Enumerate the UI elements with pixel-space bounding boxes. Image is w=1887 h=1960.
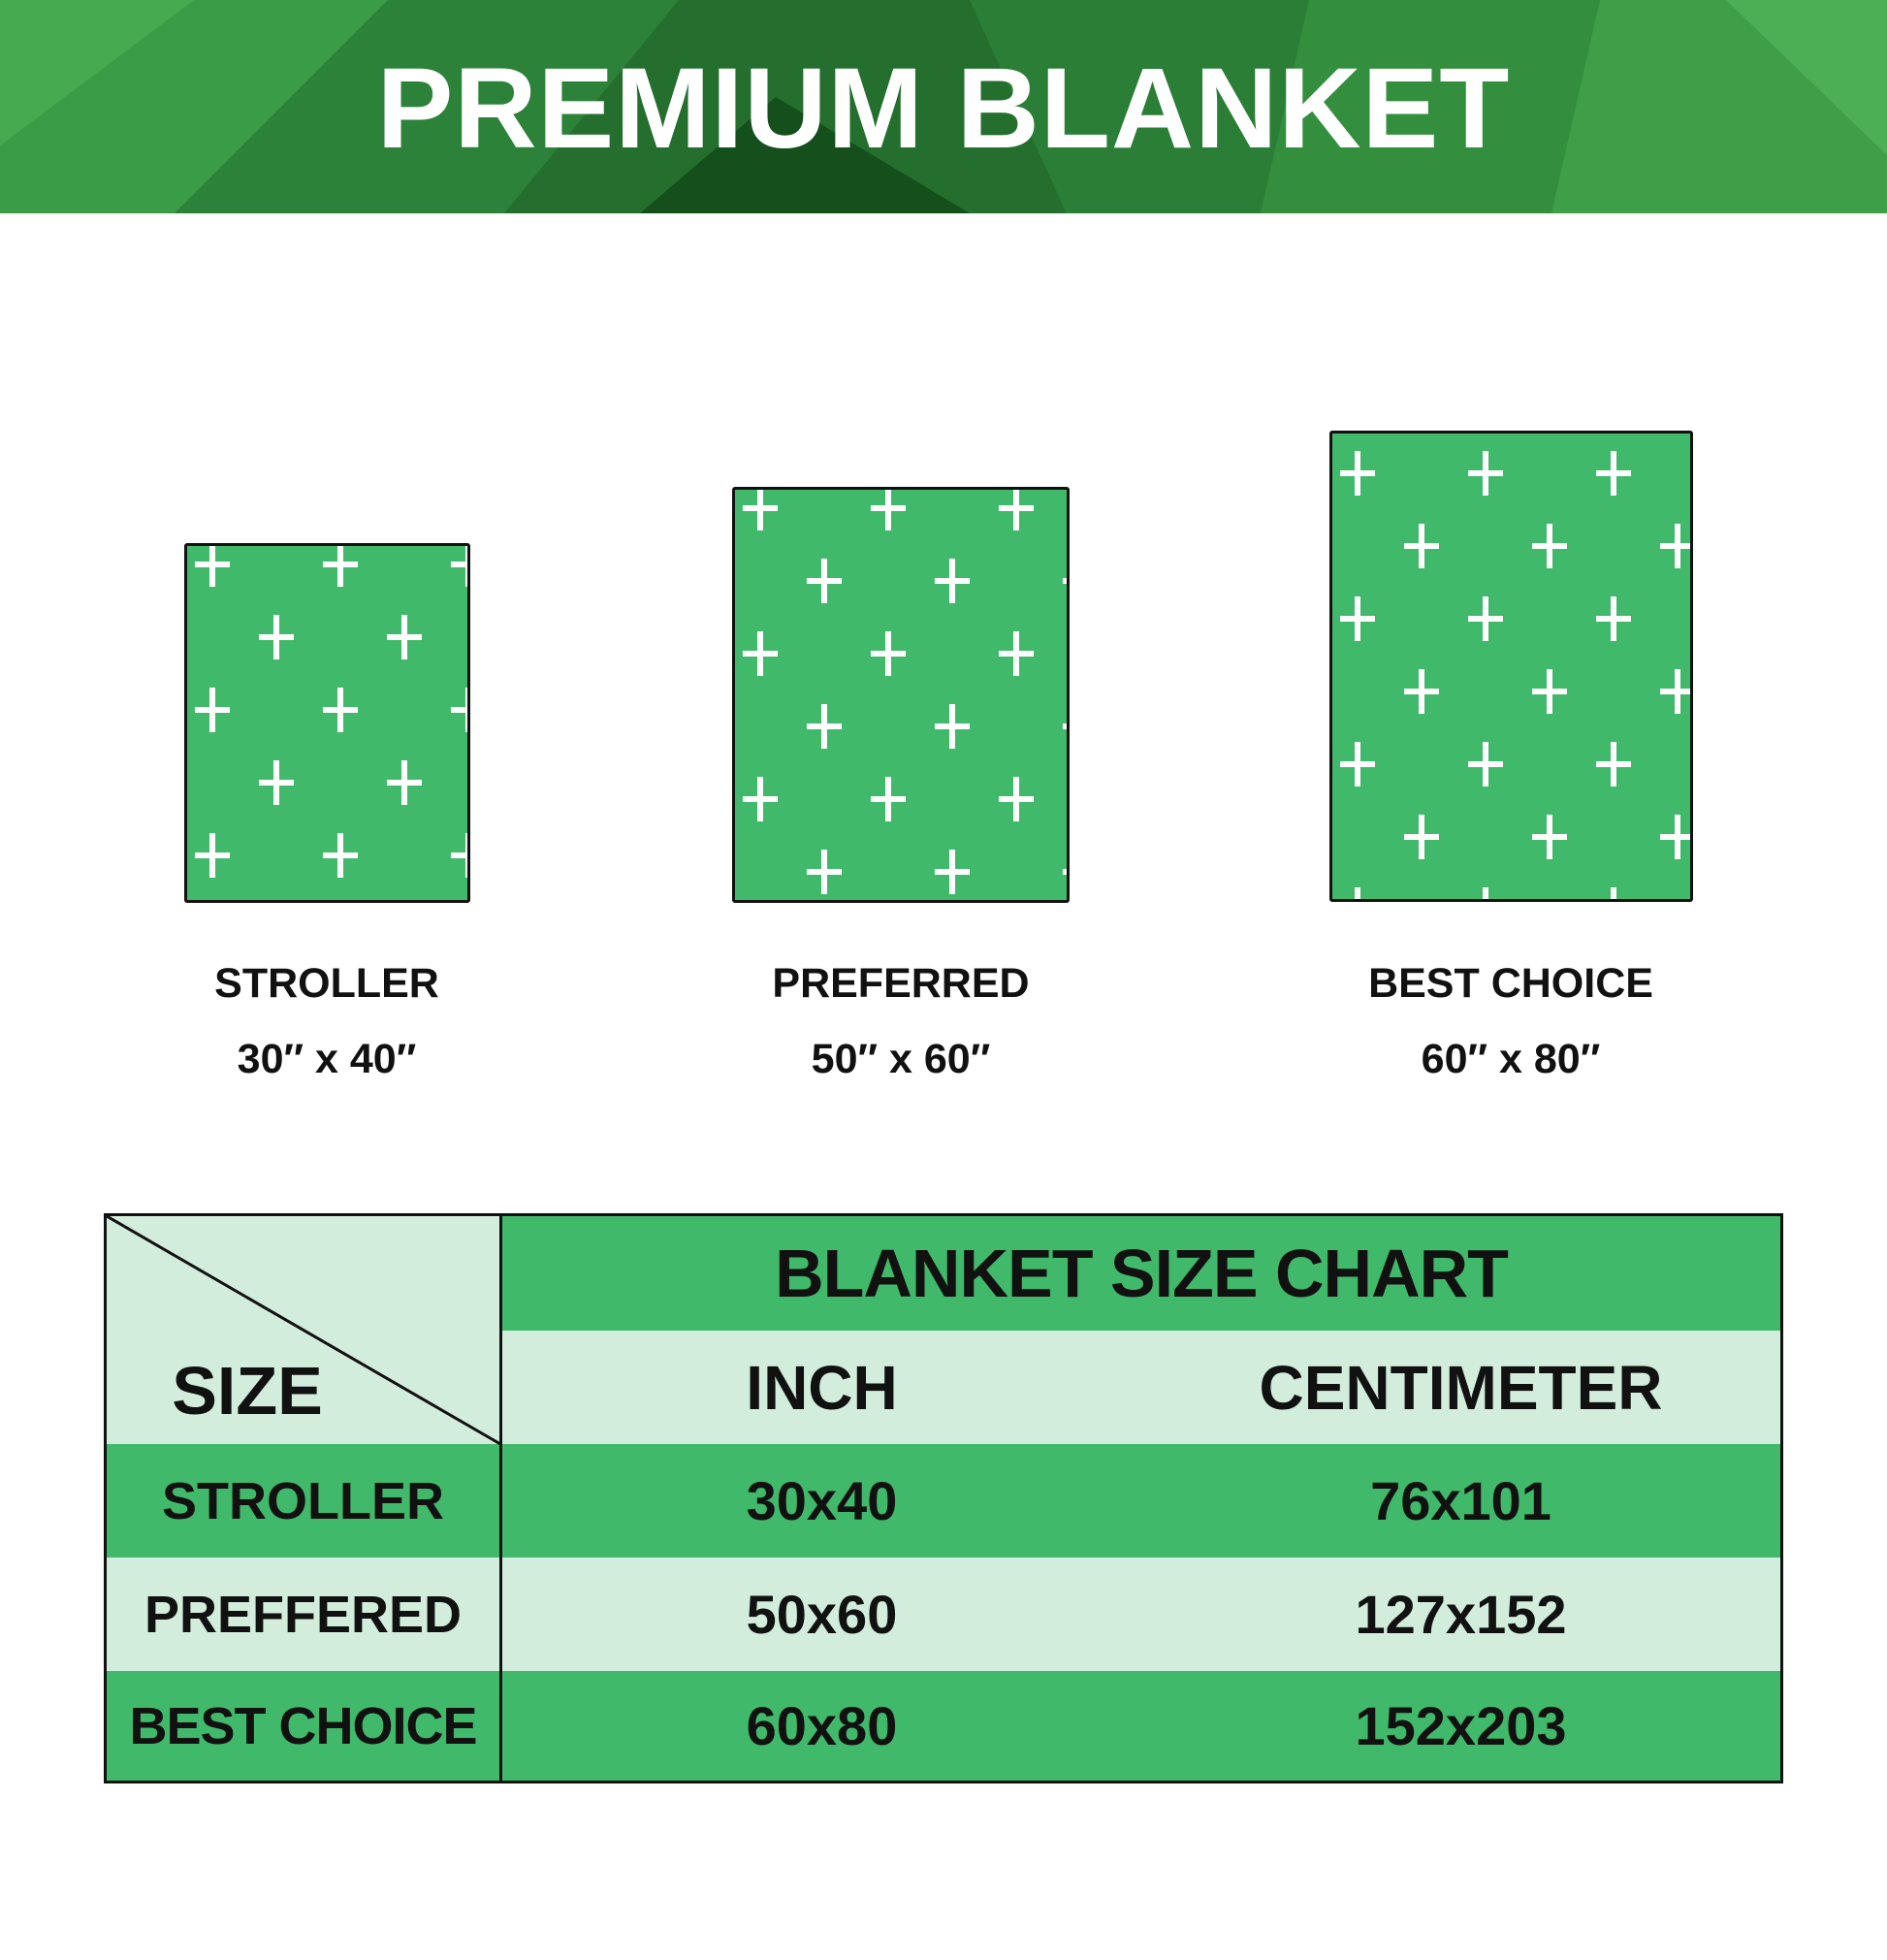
plus-cross (1660, 669, 1690, 714)
plus-cross (1340, 451, 1375, 496)
row-inch: 30x40 (746, 1470, 898, 1531)
cross-pattern (1340, 451, 1690, 899)
plus-cross (1340, 596, 1375, 641)
cross-pattern (195, 546, 467, 878)
row-cm: 76x101 (1370, 1470, 1551, 1531)
header-banner: PREMIUM BLANKET (0, 0, 1887, 213)
plus-cross (1660, 815, 1690, 859)
plus-cross (935, 559, 970, 603)
blanket-stroller-image (184, 543, 470, 903)
row-name: BEST CHOICE (129, 1696, 477, 1755)
plus-cross (1468, 451, 1503, 496)
plus-cross (1532, 669, 1567, 714)
plus-cross (323, 688, 358, 732)
size-chart-table: SIZE BLANKET SIZE CHART INCH CENTIMETER … (104, 1213, 1783, 1783)
plus-cross (1404, 524, 1439, 568)
plus-cross (1063, 869, 1067, 875)
corner-size-label: SIZE (172, 1353, 323, 1429)
plus-cross (1532, 815, 1567, 859)
blanket-preferred-image (732, 487, 1070, 903)
diagonal-divider (107, 1216, 501, 1446)
blanket-best-choice-size: 60″ x 80″ (1421, 1036, 1601, 1082)
plus-cross (387, 760, 422, 805)
plus-cross (1596, 596, 1631, 641)
plus-cross (1611, 887, 1616, 899)
plus-cross (1483, 887, 1488, 899)
page-title: PREMIUM BLANKET (376, 45, 1511, 173)
plus-cross (1404, 669, 1439, 714)
column-header-inch: INCH (502, 1331, 1141, 1444)
column-header-cm: CENTIMETER (1141, 1331, 1780, 1444)
plus-cross (259, 615, 294, 659)
blanket-stroller-name: STROLLER (214, 960, 439, 1007)
plus-cross (999, 490, 1034, 530)
plus-cross (871, 490, 906, 530)
blanket-preferred-name: PREFERRED (772, 960, 1030, 1007)
plus-cross (1340, 742, 1375, 787)
row-name: PREFFERED (107, 1558, 499, 1671)
plus-cross (743, 631, 778, 676)
plus-cross (935, 704, 970, 749)
row-cm: 152x203 (1355, 1695, 1567, 1756)
plus-cross (195, 688, 230, 732)
row-inch: 60x80 (746, 1695, 898, 1756)
plus-cross (807, 559, 842, 603)
plus-cross (323, 833, 358, 878)
column-divider (499, 1216, 502, 1781)
plus-cross (1468, 742, 1503, 787)
plus-cross (743, 777, 778, 821)
blanket-preferred-size: 50″ x 60″ (811, 1036, 991, 1082)
plus-cross (451, 688, 467, 732)
plus-cross (451, 833, 467, 878)
plus-cross (935, 850, 970, 894)
plus-cross (1063, 723, 1067, 729)
plus-cross (259, 760, 294, 805)
plus-cross (871, 777, 906, 821)
plus-cross (871, 631, 906, 676)
table-title: BLANKET SIZE CHART (775, 1236, 1509, 1311)
row-cm: 127x152 (1141, 1558, 1780, 1671)
plus-cross (1596, 451, 1631, 496)
plus-cross (323, 546, 358, 587)
plus-cross (195, 546, 230, 587)
cross-pattern (743, 490, 1067, 894)
blanket-stroller-size: 30″ x 40″ (237, 1036, 417, 1082)
row-inch: 50x60 (502, 1558, 1141, 1671)
plus-cross (195, 833, 230, 878)
plus-cross (807, 704, 842, 749)
plus-cross (999, 631, 1034, 676)
plus-cross (1404, 815, 1439, 859)
plus-cross (1355, 887, 1360, 899)
row-name: STROLLER (162, 1471, 444, 1530)
plus-cross (1063, 578, 1067, 584)
plus-cross (1660, 524, 1690, 568)
blanket-best-choice-name: BEST CHOICE (1368, 960, 1653, 1007)
plus-cross (999, 777, 1034, 821)
plus-cross (451, 546, 467, 587)
plus-cross (387, 615, 422, 659)
plus-cross (807, 850, 842, 894)
plus-cross (743, 490, 778, 530)
polygon-background (0, 0, 1887, 213)
blanket-best-choice-image (1329, 431, 1693, 902)
plus-cross (1532, 524, 1567, 568)
plus-cross (1596, 742, 1631, 787)
plus-cross (1468, 596, 1503, 641)
